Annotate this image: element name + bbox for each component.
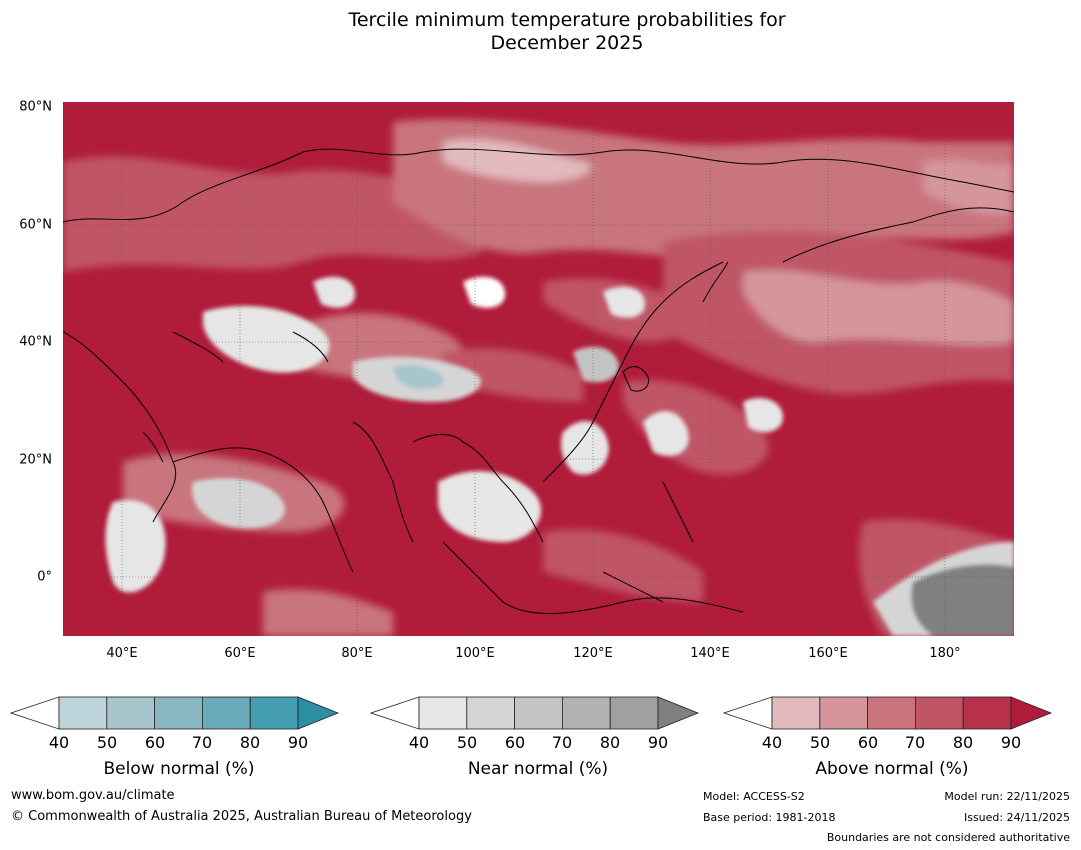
lon-label-160e: 160°E	[808, 646, 848, 661]
colorbar-high-triangle	[1010, 696, 1053, 730]
colorbar-below-normal-svg	[10, 696, 340, 730]
cbar-near-label: Near normal (%)	[467, 759, 609, 779]
cbar-near-tick-60: 60	[504, 733, 526, 752]
cbar-below-tick-50: 50	[96, 733, 118, 752]
probability-map	[63, 102, 1014, 636]
lat-label-60n: 60°N	[19, 217, 52, 233]
lon-label-80e: 80°E	[341, 646, 373, 661]
lon-label-120e: 120°E	[573, 646, 613, 661]
cbar-above-label: Above normal (%)	[815, 759, 969, 779]
colorbar-above-normal	[723, 696, 1061, 734]
colorbar-segment	[914, 696, 964, 730]
lon-label-100e: 100°E	[455, 646, 495, 661]
colorbar-segment	[154, 696, 203, 730]
colorbar-below-normal	[10, 696, 348, 734]
colorbar-low-triangle	[723, 696, 773, 730]
colorbar-segment	[58, 696, 108, 730]
title-line-1: Tercile minimum temperature probabilitie…	[348, 9, 786, 31]
cbar-above-tick-50: 50	[809, 733, 831, 752]
colorbar-low-triangle	[10, 696, 60, 730]
colorbar-segment	[466, 696, 516, 730]
cbar-below-tick-40: 40	[48, 733, 70, 752]
issued-text: Issued: 24/11/2025	[963, 811, 1070, 824]
model-text: Model: ACCESS-S2	[703, 790, 805, 803]
colorbar-segment	[514, 696, 563, 730]
cbar-above-tick-90: 90	[1000, 733, 1022, 752]
cbar-below-tick-90: 90	[287, 733, 309, 752]
colorbar-near-normal	[370, 696, 708, 734]
colorbar-segment	[418, 696, 468, 730]
cbar-near-tick-80: 80	[599, 733, 621, 752]
colorbar-above-normal-svg	[723, 696, 1053, 730]
colorbar-segment	[962, 696, 1012, 730]
lat-label-40n: 40°N	[19, 334, 52, 350]
colorbar-high-triangle	[297, 696, 340, 730]
colorbar-segment	[201, 696, 251, 730]
disclaimer-text: Boundaries are not considered authoritat…	[826, 831, 1070, 844]
cbar-above-tick-60: 60	[857, 733, 879, 752]
near-normal-shading	[105, 276, 1014, 636]
cbar-below-tick-80: 80	[239, 733, 261, 752]
base-period-text: Base period: 1981-2018	[703, 811, 836, 824]
cbar-below-tick-70: 70	[191, 733, 213, 752]
coastlines	[63, 148, 1014, 615]
map-svg	[63, 102, 1014, 636]
model-run-text: Model run: 22/11/2025	[944, 790, 1070, 803]
cbar-near-tick-50: 50	[456, 733, 478, 752]
colorbar-segment	[609, 696, 659, 730]
colorbar-segment	[249, 696, 299, 730]
website-link[interactable]: www.bom.gov.au/climate	[11, 788, 175, 803]
cbar-above-tick-80: 80	[952, 733, 974, 752]
cbar-below-label: Below normal (%)	[103, 759, 255, 779]
lat-label-20n: 20°N	[19, 452, 52, 468]
colorbar-segment	[771, 696, 821, 730]
cbar-above-tick-70: 70	[904, 733, 926, 752]
lat-label-0: 0°	[37, 569, 52, 585]
map-title: Tercile minimum temperature probabilitie…	[0, 9, 1081, 55]
cbar-near-tick-90: 90	[647, 733, 669, 752]
lat-label-80n: 80°N	[19, 99, 52, 115]
lon-label-180: 180°	[929, 646, 961, 661]
colorbar-low-triangle	[370, 696, 420, 730]
colorbar-high-triangle	[657, 696, 700, 730]
cbar-above-tick-40: 40	[761, 733, 783, 752]
copyright-text: © Commonwealth of Australia 2025, Austra…	[11, 809, 472, 824]
cbar-near-tick-70: 70	[551, 733, 573, 752]
title-line-2: December 2025	[490, 32, 644, 54]
cbar-below-tick-60: 60	[144, 733, 166, 752]
cbar-near-tick-40: 40	[408, 733, 430, 752]
colorbar-segment	[819, 696, 869, 730]
colorbar-segment	[867, 696, 916, 730]
colorbar-near-normal-svg	[370, 696, 700, 730]
lon-label-60e: 60°E	[224, 646, 256, 661]
colorbar-segment	[561, 696, 611, 730]
graticule	[63, 102, 1014, 636]
colorbar-segment	[106, 696, 156, 730]
lon-label-140e: 140°E	[690, 646, 730, 661]
lon-label-40e: 40°E	[106, 646, 138, 661]
